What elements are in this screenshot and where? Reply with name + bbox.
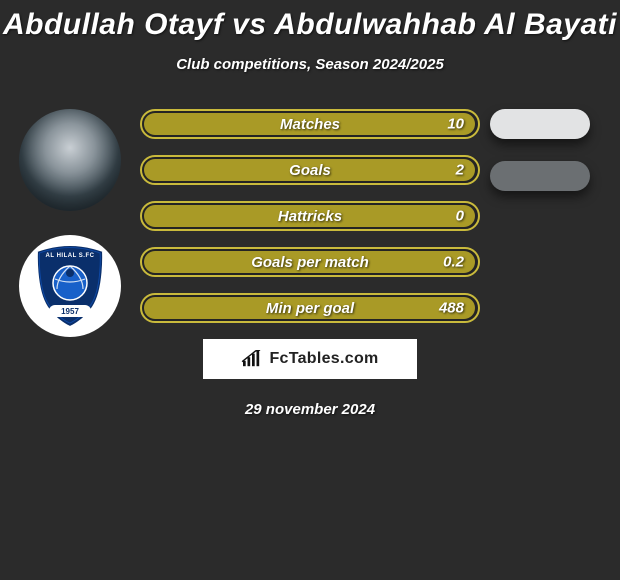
player-photo-avatar (19, 109, 121, 211)
side-pills (490, 109, 610, 213)
date-text: 29 november 2024 (0, 401, 620, 418)
svg-text:1957: 1957 (61, 307, 79, 316)
side-pill (490, 109, 590, 139)
stat-bar-value: 2 (456, 162, 464, 179)
comparison-panel: 1957 AL HILAL S.FC Matches 10 Goals 2 Hattri… (0, 109, 620, 323)
svg-text:AL HILAL S.FC: AL HILAL S.FC (46, 253, 95, 259)
stat-bar-value: 10 (447, 116, 464, 133)
stat-bar-value: 0 (456, 208, 464, 225)
stat-bar-label: Goals (289, 162, 331, 179)
stat-bar-label: Min per goal (266, 300, 354, 317)
bar-chart-icon (241, 350, 263, 368)
stat-bar-track: Goals 2 (140, 155, 480, 185)
stat-bar: Matches 10 (140, 109, 480, 139)
side-pill (490, 161, 590, 191)
avatar-column: 1957 AL HILAL S.FC (10, 109, 130, 361)
page-title: Abdullah Otayf vs Abdulwahhab Al Bayati (0, 0, 620, 42)
stat-bar-label: Hattricks (278, 208, 342, 225)
stat-bar-value: 488 (439, 300, 464, 317)
watermark: FcTables.com (203, 339, 417, 379)
stat-bar: Goals 2 (140, 155, 480, 185)
stat-bar: Min per goal 488 (140, 293, 480, 323)
stat-bar-value: 0.2 (443, 254, 464, 271)
stat-bar: Goals per match 0.2 (140, 247, 480, 277)
stat-bar-label: Matches (280, 116, 340, 133)
club-badge-avatar: 1957 AL HILAL S.FC (19, 235, 121, 337)
stat-bar-track: Matches 10 (140, 109, 480, 139)
stat-bars: Matches 10 Goals 2 Hattricks 0 Goals per match… (140, 109, 480, 323)
stat-bar-label: Goals per match (251, 254, 369, 271)
watermark-text: FcTables.com (269, 350, 378, 368)
stat-bar: Hattricks 0 (140, 201, 480, 231)
club-shield-icon: 1957 AL HILAL S.FC (33, 243, 107, 329)
subtitle: Club competitions, Season 2024/2025 (0, 56, 620, 73)
stat-bar-track: Min per goal 488 (140, 293, 480, 323)
stat-bar-track: Goals per match 0.2 (140, 247, 480, 277)
stat-bar-track: Hattricks 0 (140, 201, 480, 231)
